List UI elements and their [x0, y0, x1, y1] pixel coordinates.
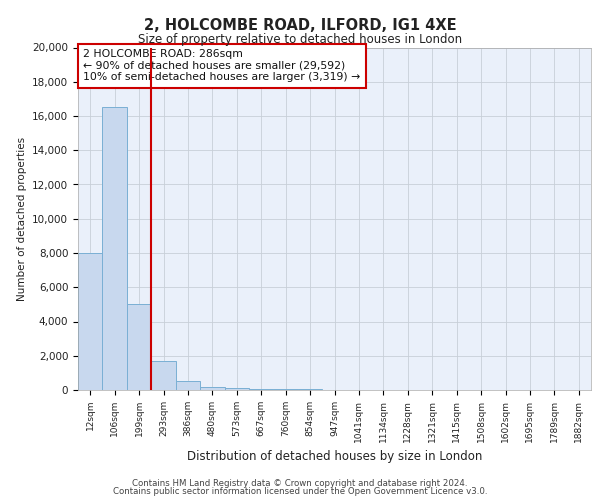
Text: Contains HM Land Registry data © Crown copyright and database right 2024.: Contains HM Land Registry data © Crown c…	[132, 478, 468, 488]
Text: Size of property relative to detached houses in London: Size of property relative to detached ho…	[138, 32, 462, 46]
Text: 2, HOLCOMBE ROAD, ILFORD, IG1 4XE: 2, HOLCOMBE ROAD, ILFORD, IG1 4XE	[143, 18, 457, 32]
X-axis label: Distribution of detached houses by size in London: Distribution of detached houses by size …	[187, 450, 482, 463]
Bar	[176, 380, 200, 390]
Bar	[151, 361, 176, 390]
Bar	[103, 108, 127, 390]
Bar	[224, 388, 249, 390]
Text: Contains public sector information licensed under the Open Government Licence v3: Contains public sector information licen…	[113, 487, 487, 496]
Bar	[274, 389, 298, 390]
Bar	[78, 253, 103, 390]
Bar	[249, 388, 274, 390]
Y-axis label: Number of detached properties: Number of detached properties	[17, 136, 26, 301]
Bar	[200, 386, 224, 390]
Text: 2 HOLCOMBE ROAD: 286sqm
← 90% of detached houses are smaller (29,592)
10% of sem: 2 HOLCOMBE ROAD: 286sqm ← 90% of detache…	[83, 49, 361, 82]
Bar	[127, 304, 151, 390]
